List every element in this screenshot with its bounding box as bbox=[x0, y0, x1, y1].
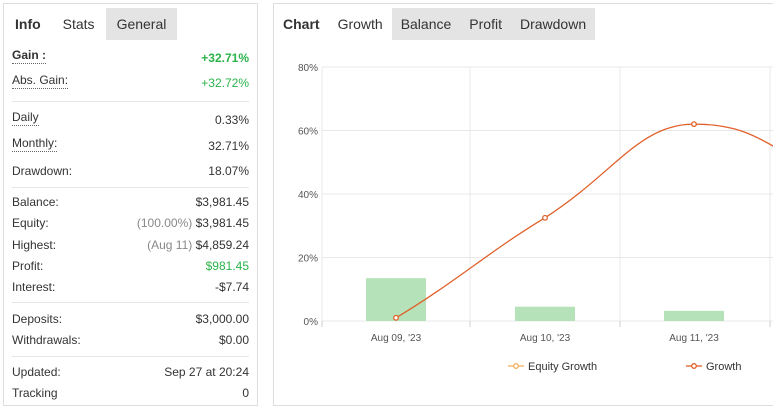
withdrawals-label: Withdrawals: bbox=[12, 333, 81, 347]
gain-row: Gain : +32.71% bbox=[12, 48, 249, 68]
stats-panel: Info Stats General Gain : +32.71% Abs. G… bbox=[3, 3, 258, 406]
drawdown-row: Drawdown: 18.07% bbox=[12, 161, 249, 181]
equity-value: $3,981.45 bbox=[195, 216, 249, 230]
deposits-value: $3,000.00 bbox=[195, 312, 249, 326]
interest-row: Interest: -$7.74 bbox=[12, 277, 249, 297]
highest-label: Highest: bbox=[12, 238, 57, 252]
chart-panel: Chart Growth Balance Profit Drawdown 80%… bbox=[273, 3, 773, 406]
daily-label[interactable]: Daily bbox=[12, 110, 39, 126]
tab-balance[interactable]: Balance bbox=[391, 8, 461, 40]
legend-growth-label: Growth bbox=[706, 361, 741, 373]
y-tick-label: 0% bbox=[304, 317, 319, 328]
balance-value: $3,981.45 bbox=[195, 195, 249, 209]
tab-profit[interactable]: Profit bbox=[460, 8, 511, 40]
profit-label: Profit: bbox=[12, 259, 44, 273]
monthly-label[interactable]: Monthly: bbox=[12, 136, 58, 152]
legend-equity-growth-label: Equity Growth bbox=[528, 361, 597, 373]
monthly-value: 32.71% bbox=[208, 139, 249, 153]
legend-growth-marker bbox=[691, 363, 697, 369]
tab-drawdown[interactable]: Drawdown bbox=[510, 8, 596, 40]
gain-label[interactable]: Gain : bbox=[12, 48, 47, 64]
divider bbox=[12, 356, 249, 357]
growth-line bbox=[395, 123, 773, 319]
drawdown-label: Drawdown: bbox=[12, 164, 73, 178]
chart-labels: 80% 60% 40% 20% 0% Aug 09, '23 Aug 10, '23 Aug … bbox=[298, 63, 719, 344]
divider bbox=[12, 187, 249, 188]
tab-growth[interactable]: Growth bbox=[328, 8, 392, 40]
tracking-label: Tracking bbox=[12, 386, 58, 400]
daily-row: Daily 0.33% bbox=[12, 110, 249, 130]
equity-growth-bar bbox=[664, 310, 724, 321]
monthly-row: Monthly: 32.71% bbox=[12, 136, 249, 156]
deposits-row: Deposits: $3,000.00 bbox=[12, 309, 249, 329]
y-tick-label: 80% bbox=[298, 63, 318, 74]
daily-value: 0.33% bbox=[214, 113, 249, 127]
equity-row: Equity: (100.00%) $3,981.45 bbox=[12, 213, 249, 233]
x-tick-label: Aug 11, '23 bbox=[669, 333, 719, 344]
withdrawals-value: $0.00 bbox=[218, 333, 249, 347]
profit-row: Profit: $981.45 bbox=[12, 256, 249, 276]
updated-row: Updated: Sep 27 at 20:24 bbox=[12, 362, 249, 382]
highest-value-wrap: (Aug 11) $4,859.24 bbox=[147, 235, 249, 255]
updated-label: Updated: bbox=[12, 365, 61, 379]
tab-general[interactable]: General bbox=[105, 8, 178, 40]
equity-growth-bar bbox=[366, 278, 426, 321]
y-tick-label: 60% bbox=[298, 127, 318, 138]
abs-gain-label[interactable]: Abs. Gain: bbox=[12, 73, 69, 89]
tab-chart[interactable]: Chart bbox=[283, 16, 320, 32]
updated-value: Sep 27 at 20:24 bbox=[164, 365, 249, 379]
highest-row: Highest: (Aug 11) $4,859.24 bbox=[12, 235, 249, 255]
chart-bars bbox=[366, 278, 724, 321]
highest-value: $4,859.24 bbox=[195, 238, 249, 252]
deposits-label: Deposits: bbox=[12, 312, 63, 326]
divider bbox=[12, 302, 249, 303]
growth-point bbox=[393, 314, 399, 321]
y-tick-label: 40% bbox=[298, 190, 318, 201]
divider bbox=[12, 101, 249, 102]
equity-percent: (100.00%) bbox=[136, 216, 193, 230]
chart-legend[interactable]: Equity Growth Growth bbox=[508, 361, 741, 373]
gain-value: +32.71% bbox=[201, 51, 249, 65]
chart-lines bbox=[393, 121, 773, 321]
tracking-row: Tracking 0 bbox=[12, 383, 249, 403]
drawdown-value: 18.07% bbox=[208, 164, 249, 178]
x-tick-label: Aug 10, '23 bbox=[520, 333, 571, 344]
interest-label: Interest: bbox=[12, 280, 56, 294]
balance-row: Balance: $3,981.45 bbox=[12, 192, 249, 212]
tab-stats[interactable]: Stats bbox=[51, 8, 106, 40]
growth-chart: 80% 60% 40% 20% 0% Aug 09, '23 Aug 10, '23 Aug … bbox=[298, 63, 773, 373]
stats-tabs: Info Stats General bbox=[4, 4, 178, 42]
balance-label: Balance: bbox=[12, 195, 59, 209]
chart-tabs: Chart Growth Balance Profit Drawdown bbox=[274, 4, 596, 42]
y-tick-label: 20% bbox=[298, 254, 318, 265]
equity-growth-bar bbox=[515, 306, 575, 321]
equity-label: Equity: bbox=[12, 216, 49, 230]
withdrawals-row: Withdrawals: $0.00 bbox=[12, 330, 249, 350]
highest-date: (Aug 11) bbox=[147, 238, 193, 252]
profit-value: $981.45 bbox=[205, 259, 249, 273]
x-tick-label: Aug 09, '23 bbox=[371, 333, 422, 344]
growth-point bbox=[691, 121, 697, 128]
equity-value-wrap: (100.00%) $3,981.45 bbox=[137, 213, 249, 233]
tracking-value: 0 bbox=[242, 386, 249, 400]
tab-info[interactable]: Info bbox=[15, 16, 41, 32]
abs-gain-row: Abs. Gain: +32.72% bbox=[12, 73, 249, 93]
growth-point bbox=[542, 214, 548, 221]
interest-value: -$7.74 bbox=[214, 280, 249, 294]
abs-gain-value: +32.72% bbox=[201, 76, 249, 90]
legend-equity-growth-marker bbox=[513, 363, 519, 369]
